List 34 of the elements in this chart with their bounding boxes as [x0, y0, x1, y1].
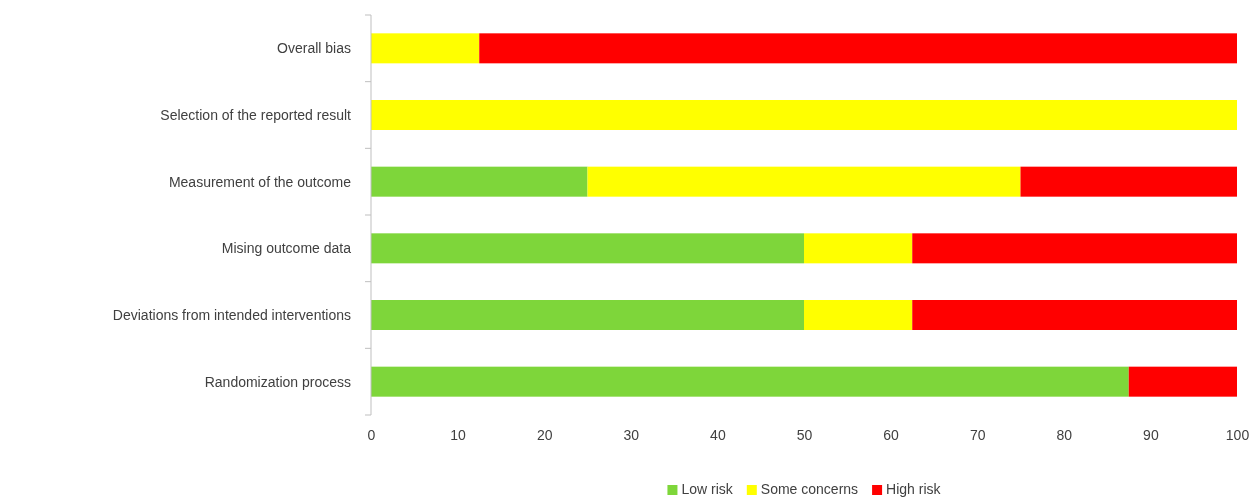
y-tick-label: Mising outcome data	[221, 240, 352, 257]
x-tick-label: 10	[450, 426, 467, 443]
bar	[804, 233, 913, 264]
bar	[371, 366, 1129, 397]
y-tick-label: Selection of the reported result	[160, 106, 352, 123]
x-tick-label: 0	[367, 426, 376, 443]
x-tick-label: 80	[1056, 426, 1073, 443]
legend-label: Low risk	[681, 481, 734, 497]
legend-label: High risk	[886, 481, 942, 497]
x-tick-label: 20	[536, 426, 553, 443]
bar	[1128, 366, 1237, 397]
bar	[804, 300, 913, 330]
x-tick-label: 70	[969, 426, 986, 443]
bar	[371, 33, 480, 64]
x-tick-label: 40	[710, 426, 726, 443]
bar	[371, 166, 588, 197]
x-tick-label: 50	[796, 426, 813, 443]
bar	[371, 100, 1237, 130]
x-tick-label: 30	[623, 426, 640, 443]
x-tick-label: 90	[1143, 426, 1159, 443]
bar	[479, 33, 1237, 64]
bar	[912, 233, 1237, 264]
bar	[371, 233, 804, 264]
y-tick-label: Randomization process	[204, 373, 351, 390]
bar	[912, 300, 1237, 330]
bar	[587, 166, 1021, 197]
x-tick-label: 60	[883, 426, 900, 443]
bar	[371, 300, 804, 330]
bar	[1020, 166, 1237, 197]
y-tick-label: Measurement of the outcome	[168, 173, 352, 190]
y-tick-label: Overall bias	[277, 40, 351, 57]
y-tick-label: Deviations from intended interventions	[112, 306, 351, 323]
legend-label: Some concerns	[760, 481, 859, 497]
x-tick-label: 100	[1225, 426, 1250, 443]
